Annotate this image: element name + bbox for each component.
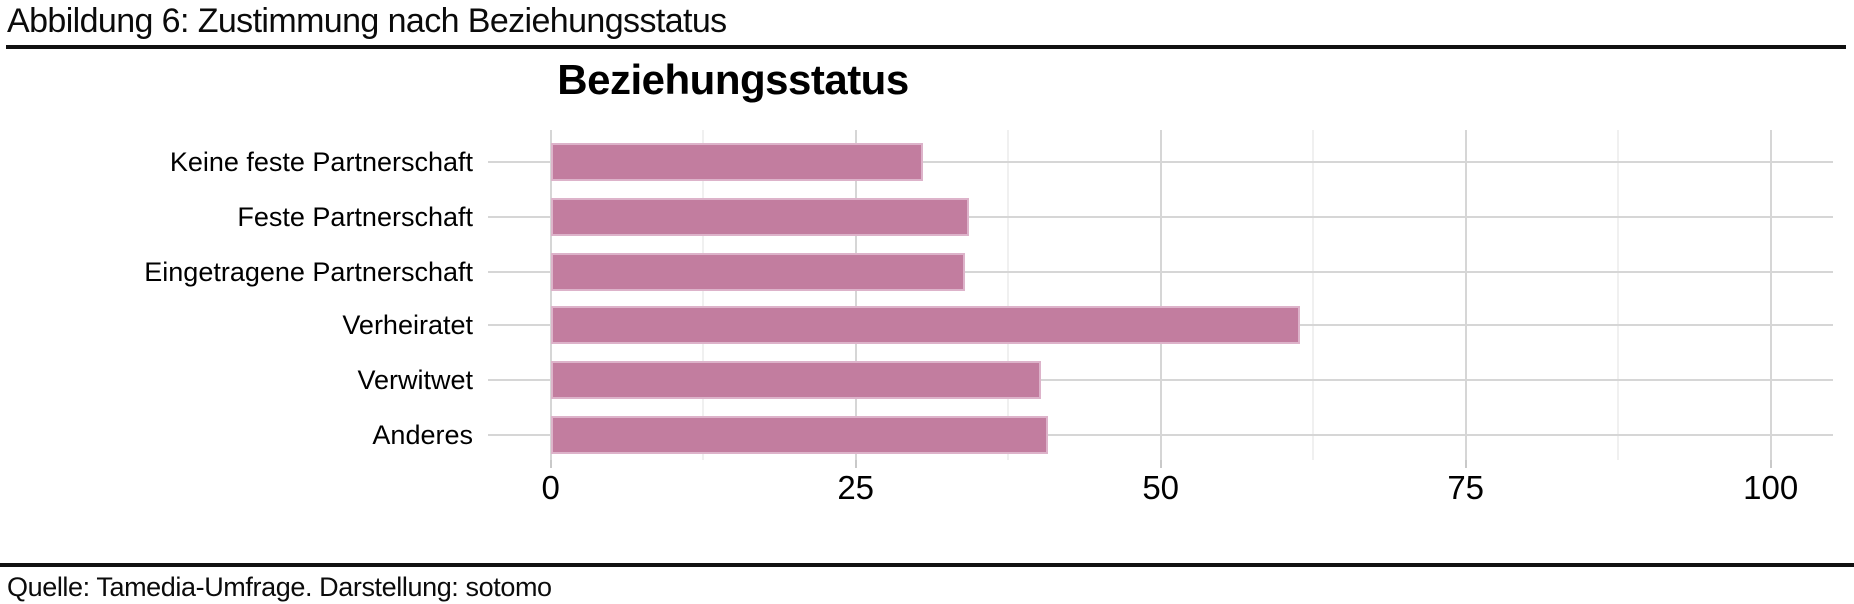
gridline-minor-x-62.5 <box>1312 130 1315 460</box>
gridline-major-x-0 <box>549 130 552 460</box>
gridline-row-0 <box>488 161 1833 163</box>
category-label-5: Anderes <box>372 420 473 450</box>
gridline-minor-x-87.5 <box>1617 130 1620 460</box>
gridline-minor-x-12.5 <box>702 130 705 460</box>
x-tick-mark-100 <box>1769 460 1772 468</box>
bottom-rule <box>0 563 1854 567</box>
x-tick-label-50: 50 <box>1142 469 1180 506</box>
bar-5 <box>550 416 1048 454</box>
x-tick-mark-50 <box>1159 460 1162 468</box>
gridline-major-x-75 <box>1464 130 1467 460</box>
figure-caption: Abbildung 6: Zustimmung nach Beziehungss… <box>7 2 727 40</box>
gridline-row-4 <box>488 379 1833 381</box>
gridline-major-x-25 <box>854 130 857 460</box>
plot-panel <box>488 130 1833 460</box>
gridline-minor-x-37.5 <box>1007 130 1010 460</box>
category-label-4: Verwitwet <box>357 365 473 395</box>
bar-0 <box>550 143 923 181</box>
x-tick-label-0: 0 <box>541 469 560 506</box>
x-tick-mark-0 <box>549 460 552 468</box>
bar-4 <box>550 361 1041 399</box>
bar-3 <box>550 306 1300 344</box>
gridline-row-2 <box>488 271 1833 273</box>
top-rule <box>6 45 1846 49</box>
category-label-2: Eingetragene Partnerschaft <box>144 257 473 287</box>
category-label-0: Keine feste Partnerschaft <box>169 147 473 177</box>
gridline-major-x-50 <box>1159 130 1162 460</box>
chart-title: Beziehungsstatus <box>557 56 909 103</box>
x-tick-label-75: 75 <box>1447 469 1485 506</box>
x-tick-mark-25 <box>854 460 857 468</box>
source-line: Quelle: Tamedia-Umfrage. Darstellung: so… <box>7 572 552 602</box>
bar-2 <box>550 253 965 291</box>
x-tick-label-25: 25 <box>837 469 875 506</box>
x-tick-mark-75 <box>1464 460 1467 468</box>
category-label-3: Verheiratet <box>342 310 473 340</box>
x-tick-label-100: 100 <box>1743 469 1799 506</box>
category-label-1: Feste Partnerschaft <box>237 202 473 232</box>
bar-1 <box>550 198 969 236</box>
gridline-row-1 <box>488 216 1833 218</box>
gridline-major-x-100 <box>1769 130 1772 460</box>
gridline-row-5 <box>488 434 1833 436</box>
